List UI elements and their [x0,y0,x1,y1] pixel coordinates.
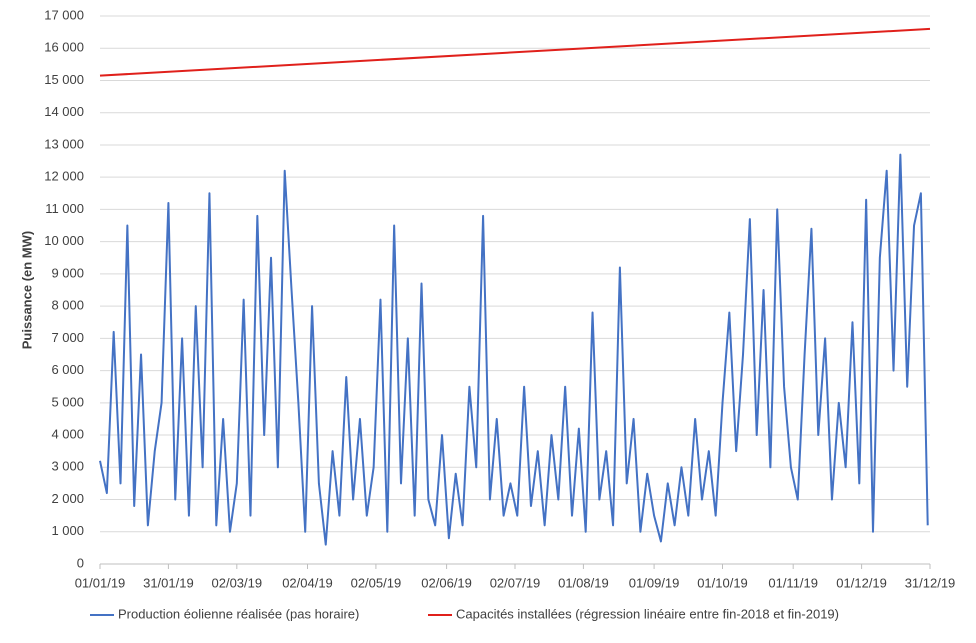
x-tick-label: 02/05/19 [351,575,402,590]
y-tick-label: 9 000 [51,265,84,280]
x-tick-label: 01/12/19 [836,575,887,590]
y-tick-label: 7 000 [51,330,84,345]
x-tick-label: 01/11/19 [768,575,818,590]
y-tick-label: 0 [77,555,84,570]
legend-label: Production éolienne réalisée (pas horair… [118,606,359,621]
y-tick-label: 15 000 [44,72,84,87]
x-tick-label: 01/01/19 [75,575,126,590]
y-tick-label: 13 000 [44,136,84,151]
y-tick-label: 12 000 [44,169,84,184]
legend-label: Capacités installées (régression linéair… [456,606,839,621]
y-tick-label: 3 000 [51,459,84,474]
x-tick-label: 31/01/19 [143,575,194,590]
y-tick-label: 1 000 [51,523,84,538]
y-tick-label: 8 000 [51,298,84,313]
series-line [99,27,931,77]
y-tick-label: 16 000 [44,40,84,55]
x-tick-label: 01/09/19 [629,575,680,590]
y-tick-label: 6 000 [51,362,84,377]
x-tick-label: 31/12/19 [905,575,956,590]
x-tick-label: 02/03/19 [212,575,263,590]
y-tick-label: 17 000 [44,7,84,22]
y-axis-title: Puissance (en MW) [19,231,34,349]
x-tick-label: 02/06/19 [421,575,472,590]
y-tick-label: 5 000 [51,394,84,409]
y-tick-label: 4 000 [51,426,84,441]
y-tick-label: 11 000 [45,201,84,216]
x-tick-label: 01/10/19 [697,575,748,590]
x-tick-label: 02/07/19 [490,575,541,590]
x-tick-label: 02/04/19 [282,575,333,590]
series-line [99,153,929,546]
y-tick-label: 2 000 [51,491,84,506]
y-tick-label: 10 000 [44,233,84,248]
x-tick-label: 01/08/19 [558,575,609,590]
y-tick-label: 14 000 [44,104,84,119]
